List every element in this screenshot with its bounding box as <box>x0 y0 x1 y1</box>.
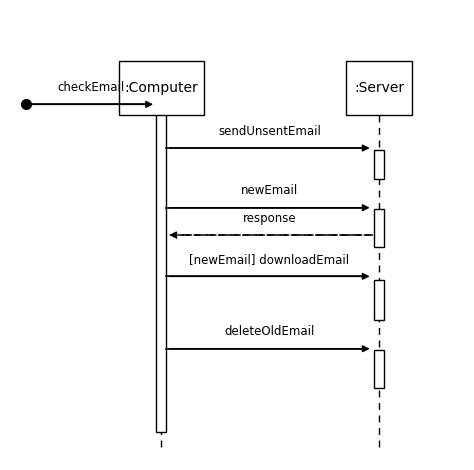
Bar <box>374 150 384 179</box>
Text: sendUnsentEmail: sendUnsentEmail <box>218 125 321 138</box>
Bar <box>118 61 204 115</box>
Text: checkEmail: checkEmail <box>57 81 125 94</box>
Text: :Server: :Server <box>354 81 404 95</box>
Bar <box>374 209 384 247</box>
Bar <box>346 61 412 115</box>
Bar <box>156 106 166 432</box>
Bar <box>374 280 384 320</box>
Text: newEmail: newEmail <box>241 184 298 197</box>
Bar <box>374 350 384 388</box>
Text: response: response <box>243 212 296 225</box>
Text: [newEmail] downloadEmail: [newEmail] downloadEmail <box>190 253 349 266</box>
Text: :Computer: :Computer <box>124 81 198 95</box>
Text: deleteOldEmail: deleteOldEmail <box>224 325 315 338</box>
